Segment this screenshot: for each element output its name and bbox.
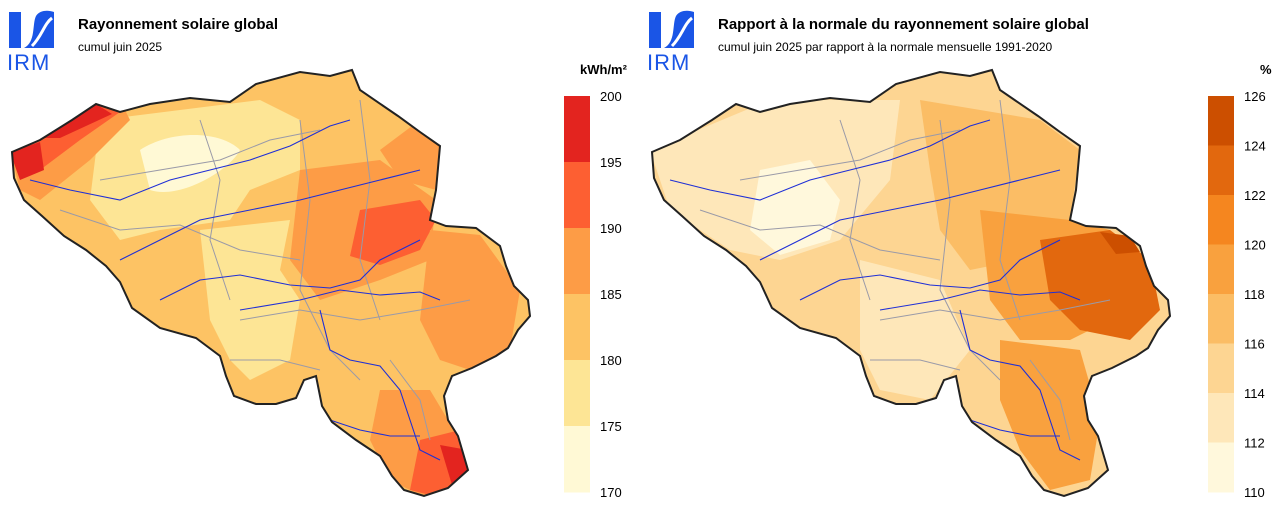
irm-logo-icon bbox=[649, 10, 694, 48]
legend-tick-label: 180 bbox=[600, 353, 622, 368]
legend-tick-label: 175 bbox=[600, 419, 622, 434]
legend-swatch bbox=[564, 426, 590, 493]
legend-swatch bbox=[1208, 294, 1234, 344]
legend-swatch bbox=[564, 96, 590, 163]
legend-swatch bbox=[1208, 96, 1234, 146]
legend-swatch bbox=[564, 228, 590, 295]
legend-tick-label: 122 bbox=[1244, 188, 1266, 203]
legend-tick-label: 126 bbox=[1244, 89, 1266, 104]
legend-swatch bbox=[1208, 393, 1234, 443]
map-subtitle: cumul juin 2025 par rapport à la normale… bbox=[718, 40, 1053, 54]
legend-tick-label: 185 bbox=[600, 287, 622, 302]
legend-tick-label: 170 bbox=[600, 485, 622, 500]
legend-swatch bbox=[1208, 195, 1234, 245]
legend-tick-label: 120 bbox=[1244, 238, 1266, 253]
legend-swatch bbox=[564, 294, 590, 361]
legend-swatch bbox=[564, 360, 590, 427]
legend-swatch bbox=[1208, 442, 1234, 493]
legend-swatch bbox=[1208, 343, 1234, 394]
legend-unit: kWh/m² bbox=[580, 62, 627, 77]
map-title: Rapport à la normale du rayonnement sola… bbox=[718, 16, 1089, 33]
legend-colorbar: 200 195 190 185 180 175 170 bbox=[564, 89, 622, 500]
belgium-radiation-map bbox=[11, 69, 531, 497]
legend-swatch bbox=[1208, 244, 1234, 295]
legend-colorbar: 126 124 122 120 118 116 114 112 110 bbox=[1208, 89, 1266, 500]
legend-tick-label: 112 bbox=[1244, 436, 1265, 451]
legend-tick-label: 116 bbox=[1244, 337, 1265, 352]
legend-tick-label: 110 bbox=[1244, 485, 1265, 500]
panel-radiation-ratio: IRM Rapport à la normale du rayonnement … bbox=[640, 0, 1280, 507]
legend-tick-label: 195 bbox=[600, 155, 622, 170]
legend-swatch bbox=[564, 162, 590, 229]
logo-text: IRM bbox=[7, 50, 51, 75]
legend-tick-label: 200 bbox=[600, 89, 622, 104]
belgium-ratio-map bbox=[651, 69, 1171, 497]
map-title: Rayonnement solaire global bbox=[78, 16, 279, 33]
legend-tick-label: 114 bbox=[1244, 386, 1265, 401]
logo-text: IRM bbox=[647, 50, 691, 75]
legend-tick-label: 190 bbox=[600, 221, 622, 236]
map-subtitle: cumul juin 2025 bbox=[78, 40, 163, 54]
legend-unit: % bbox=[1260, 62, 1272, 77]
irm-logo-icon bbox=[9, 10, 54, 48]
panel-global-radiation: IRM Rayonnement solaire global cumul jui… bbox=[7, 10, 627, 500]
legend-tick-label: 118 bbox=[1244, 287, 1265, 302]
legend-tick-label: 124 bbox=[1244, 139, 1266, 154]
legend-swatch bbox=[1208, 145, 1234, 196]
